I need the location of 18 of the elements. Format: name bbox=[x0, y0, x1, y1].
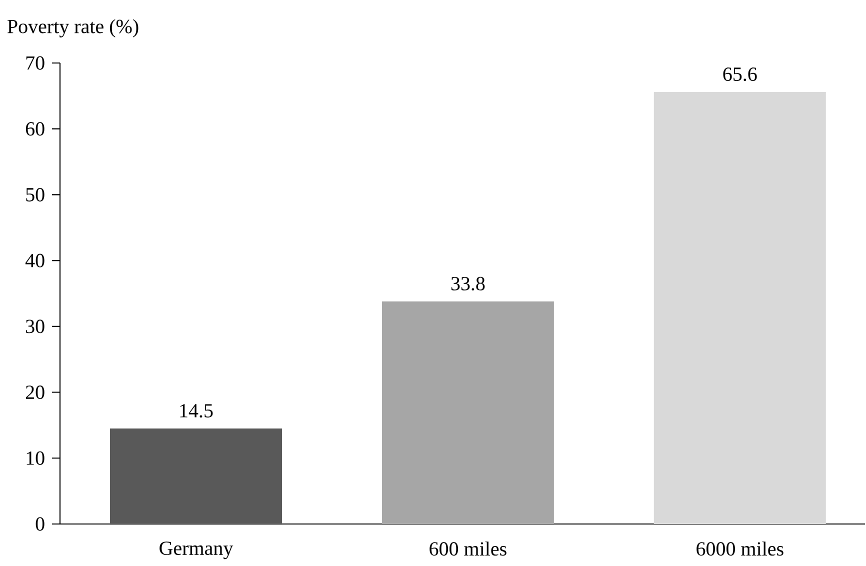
bar bbox=[110, 428, 282, 524]
y-tick-label: 10 bbox=[26, 451, 44, 465]
data-label: 65.6 bbox=[723, 68, 757, 82]
bar bbox=[382, 301, 554, 524]
x-tick-label: 6000 miles bbox=[696, 542, 784, 556]
x-tick-label: Germany bbox=[160, 542, 234, 560]
y-tick-label: 20 bbox=[26, 386, 44, 400]
y-tick-label: 60 bbox=[26, 122, 44, 136]
data-label: 33.8 bbox=[451, 276, 485, 290]
y-tick-label: 70 bbox=[26, 56, 44, 70]
y-axis-title: Poverty rate (%) bbox=[8, 19, 138, 38]
data-label: 14.5 bbox=[180, 404, 213, 418]
x-tick-label: 600 miles bbox=[430, 542, 506, 556]
y-tick-label: 40 bbox=[25, 254, 44, 268]
y-tick-label: 30 bbox=[26, 320, 44, 334]
bar bbox=[654, 92, 826, 524]
y-tick-label: 0 bbox=[36, 517, 44, 531]
y-tick-label: 50 bbox=[26, 188, 44, 202]
